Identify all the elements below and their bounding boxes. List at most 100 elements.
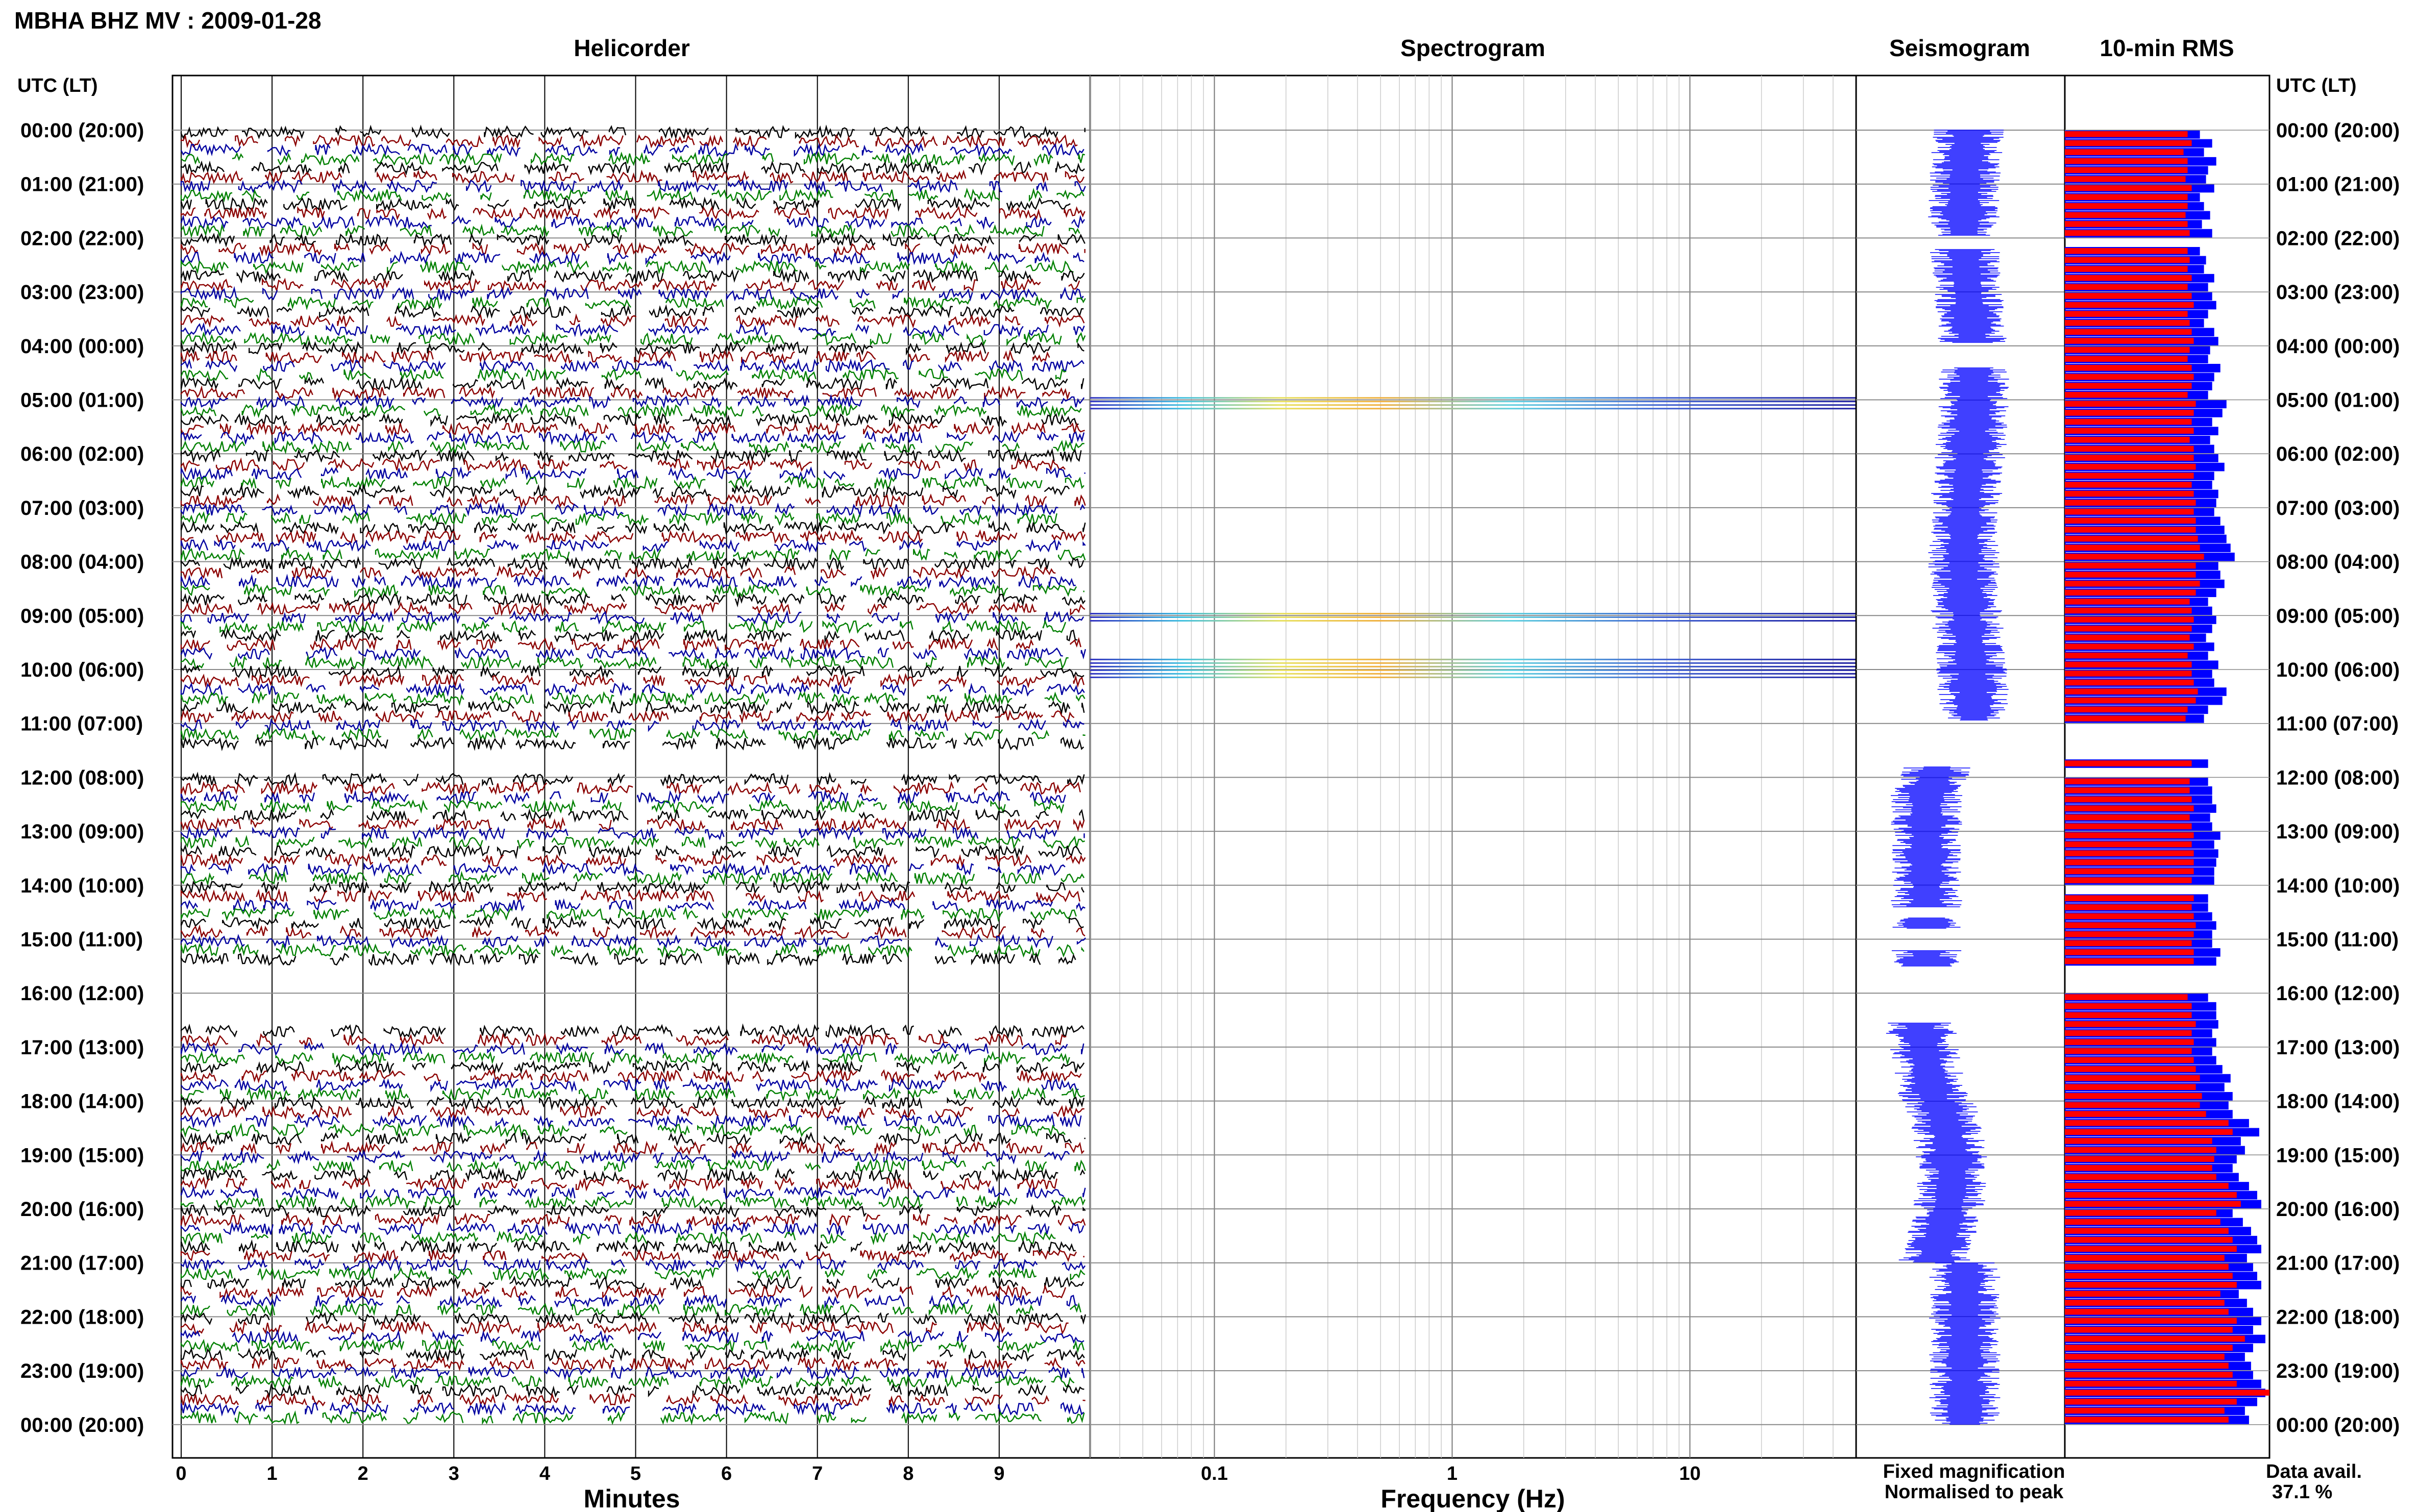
rms-bar-normalised <box>2065 338 2194 344</box>
rms-bar-normalised <box>2065 436 2190 443</box>
helicorder-trace <box>180 664 1084 679</box>
rms-bar-normalised <box>2065 1156 2214 1162</box>
rms-bar-normalised <box>2065 1362 2229 1369</box>
rms-bar-normalised <box>2065 868 2194 875</box>
time-tick-label-left: 00:00 (20:00) <box>20 119 144 142</box>
helicorder-trace <box>180 601 1085 616</box>
time-tick-label-left: 19:00 (15:00) <box>20 1144 144 1167</box>
rms-panel <box>2064 75 2270 1459</box>
rms-bar-normalised <box>2065 679 2194 686</box>
rms-bar-normalised <box>2065 859 2194 865</box>
helicorder-trace <box>180 403 1082 419</box>
spectrogram-band <box>1090 397 1856 399</box>
rms-bar-normalised <box>2065 1246 2237 1252</box>
rms-bar-normalised <box>2065 455 2194 461</box>
rms-bar-normalised <box>2065 500 2196 506</box>
rms-bar-normalised <box>2065 832 2194 838</box>
time-tick-label-left: 17:00 (13:00) <box>20 1036 144 1059</box>
rms-bar-normalised <box>2065 158 2188 164</box>
helicorder-trace <box>180 259 1074 275</box>
helicorder-trace <box>180 951 1076 967</box>
minutes-tick-label: 0 <box>176 1463 186 1484</box>
rms-bar-normalised <box>2065 482 2192 488</box>
spectrogram-band <box>1090 613 1856 615</box>
helicorder-trace <box>180 1401 1084 1417</box>
helicorder-trace <box>180 1311 1087 1327</box>
rms-bar-normalised <box>2065 643 2194 650</box>
rms-bar-normalised <box>2065 1308 2229 1315</box>
helicorder-trace <box>180 125 1085 140</box>
helicorder-trace <box>180 556 1084 572</box>
rms-bar-normalised <box>2065 1390 2269 1396</box>
helicorder-trace <box>180 1320 1069 1335</box>
time-tick-label-right: 07:00 (03:00) <box>2276 497 2400 519</box>
helicorder-trace <box>180 1329 1084 1345</box>
helicorder-trace <box>180 826 1085 841</box>
helicorder-trace <box>180 1104 1084 1120</box>
time-tick-label-left: 07:00 (03:00) <box>20 497 144 519</box>
helicorder-trace <box>180 789 1066 805</box>
rms-bar-normalised <box>2065 1273 2233 1279</box>
helicorder-trace <box>180 1230 1056 1246</box>
time-tick-label-left: 14:00 (10:00) <box>20 875 144 897</box>
helicorder-trace <box>180 457 1066 473</box>
rms-bar-normalised <box>2065 527 2196 533</box>
helicorder-trace <box>180 1095 1085 1111</box>
rms-bar-normalised <box>2065 1236 2233 1243</box>
rms-bar-normalised <box>2065 473 2194 479</box>
minutes-tick-label: 8 <box>903 1463 914 1484</box>
rms-bar-normalised <box>2065 418 2192 425</box>
helicorder-trace <box>180 196 1071 212</box>
spectrogram-band <box>1090 662 1856 664</box>
rms-bar-normalised <box>2065 688 2198 695</box>
rms-bar-normalised <box>2065 293 2192 299</box>
rms-bar-normalised <box>2065 248 2188 254</box>
minutes-tick-label: 4 <box>539 1463 550 1484</box>
helicorder-trace <box>180 142 1084 158</box>
time-tick-label-left: 01:00 (21:00) <box>20 173 144 196</box>
time-tick-label-left: 22:00 (18:00) <box>20 1306 144 1328</box>
minutes-tick-label: 5 <box>630 1463 641 1484</box>
time-tick-label-right: 09:00 (05:00) <box>2276 605 2400 627</box>
helicorder-trace <box>180 933 1086 949</box>
helicorder-trace <box>180 943 1084 958</box>
helicorder-trace <box>180 1257 1086 1273</box>
rms-bar-normalised <box>2065 391 2188 398</box>
rms-bar-normalised <box>2065 167 2188 173</box>
frequency-tick-labels: 0.1 1 10 <box>1201 1463 1700 1484</box>
rms-bar-normalised <box>2065 1210 2216 1216</box>
data-availability-label: Data avail. <box>2266 1461 2362 1482</box>
minutes-tick-label: 7 <box>812 1463 823 1484</box>
rms-bar-normalised <box>2065 1345 2233 1351</box>
time-tick-label-left: 15:00 (11:00) <box>20 929 143 951</box>
helicorder-trace <box>180 358 1084 374</box>
minutes-tick-label: 2 <box>358 1463 368 1484</box>
spectrogram-band <box>1090 658 1856 660</box>
helicorder-trace <box>180 808 1084 823</box>
rms-bar-normalised <box>2065 572 2196 578</box>
helicorder-trace <box>180 1212 1086 1228</box>
time-tick-label-right: 21:00 (17:00) <box>2276 1252 2400 1275</box>
helicorder-trace <box>180 1239 1076 1255</box>
helicorder-trace <box>180 206 1085 221</box>
time-tick-label-right: 23:00 (19:00) <box>2276 1360 2400 1382</box>
rms-bar-normalised <box>2065 1318 2237 1324</box>
rms-bar-normalised <box>2065 302 2194 308</box>
rms-bar-normalised <box>2065 140 2192 146</box>
rms-bar-normalised <box>2065 814 2190 821</box>
rms-bar-normalised <box>2065 490 2194 497</box>
rms-bar-normalised <box>2065 410 2194 416</box>
helicorder-trace <box>180 511 1057 527</box>
minutes-tick-label: 6 <box>721 1463 732 1484</box>
helicorder-trace <box>180 133 1078 149</box>
rms-bar-normalised <box>2065 203 2188 209</box>
rms-title: 10-min RMS <box>2100 35 2234 61</box>
time-labels-left: 00:00 (20:00) 01:00 (21:00) 02:00 (22:00) 0… <box>20 119 144 1436</box>
minutes-tick-label: 1 <box>267 1463 278 1484</box>
time-tick-label-right: 02:00 (22:00) <box>2276 227 2400 250</box>
rms-bar-normalised <box>2065 796 2192 803</box>
time-tick-label-right: 06:00 (02:00) <box>2276 443 2400 465</box>
rms-bar-normalised <box>2065 1164 2212 1171</box>
rms-bar-normalised <box>2065 230 2190 236</box>
